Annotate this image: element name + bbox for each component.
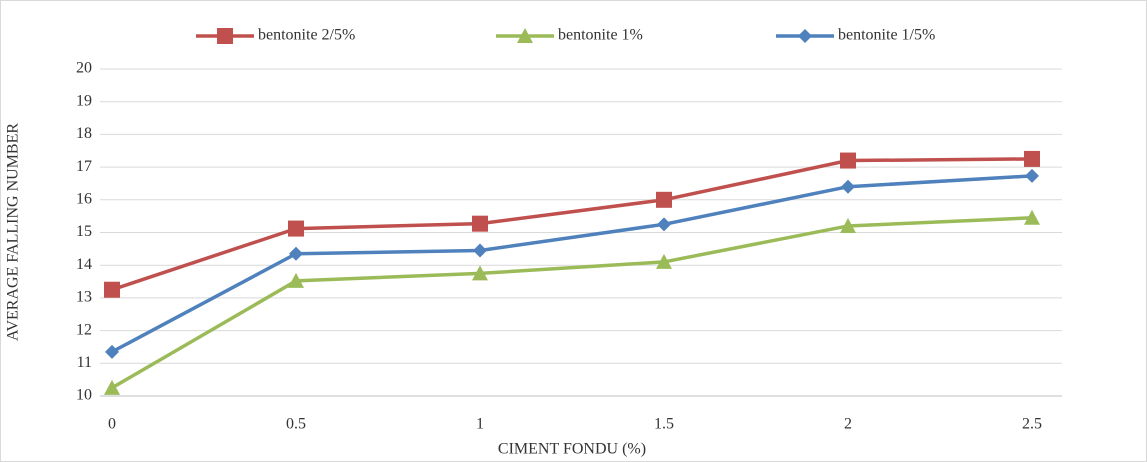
- marker: [517, 28, 533, 43]
- legend-label: bentonite 2/5%: [258, 27, 355, 44]
- marker: [288, 272, 304, 288]
- y-tick-label: 15: [76, 223, 92, 240]
- y-tick-label: 16: [76, 190, 92, 207]
- marker: [472, 265, 488, 281]
- y-tick-label: 18: [76, 125, 92, 142]
- marker: [289, 246, 303, 261]
- marker: [1024, 209, 1040, 225]
- y-axis-title: AVERAGE FALLING NUMBER: [5, 123, 22, 341]
- x-tick-label: 2.5: [1022, 416, 1042, 433]
- marker: [105, 344, 119, 359]
- marker: [657, 217, 671, 232]
- x-tick-label: 1: [476, 416, 484, 433]
- marker: [841, 179, 855, 194]
- marker: [104, 281, 120, 298]
- x-tick-label: 0.5: [286, 416, 306, 433]
- y-tick-label: 19: [76, 92, 92, 109]
- y-tick-label: 11: [77, 354, 92, 371]
- x-axis-title: CIMENT FONDU (%): [498, 441, 646, 458]
- series-line: [111, 216, 1033, 390]
- x-tick-label: 1.5: [654, 416, 674, 433]
- marker: [1024, 150, 1040, 167]
- series-line: [111, 157, 1033, 292]
- marker: [288, 220, 304, 237]
- legend-label: bentonite 1/5%: [838, 27, 935, 44]
- y-tick-label: 14: [76, 256, 92, 273]
- marker: [472, 215, 488, 232]
- marker: [217, 28, 233, 44]
- marker: [104, 379, 120, 395]
- x-tick-label: 0: [108, 416, 116, 433]
- marker: [473, 243, 487, 258]
- marker: [1025, 168, 1039, 183]
- y-tick-label: 17: [76, 158, 92, 175]
- marker: [656, 191, 672, 208]
- marker: [656, 253, 672, 269]
- y-tick-label: 10: [76, 387, 92, 404]
- y-tick-label: 13: [76, 289, 92, 306]
- marker: [840, 217, 856, 233]
- marker: [798, 29, 812, 43]
- y-tick-label: 12: [76, 321, 92, 338]
- x-tick-label: 2: [844, 416, 852, 433]
- y-tick-label: 20: [76, 60, 92, 77]
- marker: [840, 152, 856, 169]
- legend-label: bentonite 1%: [558, 27, 643, 44]
- series-line: [111, 174, 1033, 354]
